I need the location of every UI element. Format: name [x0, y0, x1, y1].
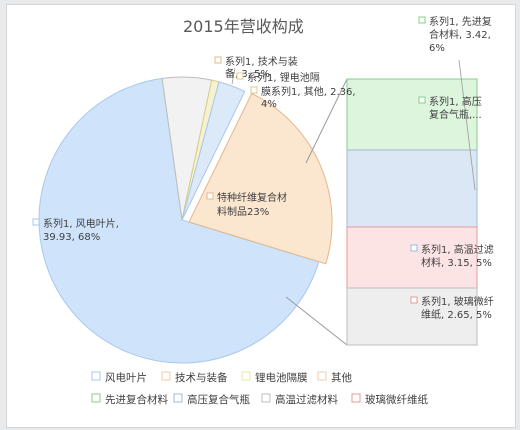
- legend-swatch-0-1: [161, 371, 171, 381]
- label-marker-l-blade: [32, 218, 40, 226]
- bar-segment-0: [346, 78, 478, 151]
- data-label-l-adv: 合材料, 3.42,: [429, 28, 491, 41]
- legend-item: 锂电池隔膜: [255, 371, 308, 384]
- legend-item: 玻璃微纤维纸: [365, 393, 428, 406]
- legend-swatch-1-2: [261, 393, 271, 403]
- pie-slice-0: [38, 77, 320, 364]
- data-label-l-tech: 备, 3, 5%: [225, 67, 270, 80]
- legend-swatch-1-0: [91, 393, 101, 403]
- legend-swatch-1-1: [173, 393, 183, 403]
- data-label-l-gas: 复合气瓶,...: [429, 108, 482, 121]
- pie-slice-4: [188, 92, 333, 265]
- legend-item: 先进复合材料: [105, 393, 168, 406]
- label-marker-l-filter: [410, 244, 418, 252]
- label-marker-l-other: [250, 86, 258, 94]
- data-label-l-special: 特种纤维复合材: [217, 191, 287, 204]
- data-label-l-gas: 系列1, 高压: [429, 95, 482, 108]
- data-label-l-other: 4%: [261, 99, 277, 110]
- legend-swatch-0-0: [91, 371, 101, 381]
- data-label-l-other: 膜系列1, 其他, 2.36,: [261, 85, 356, 98]
- data-label-l-adv: 6%: [429, 43, 445, 54]
- chart-container: 2015年营收构成系列1, 风电叶片, 39.93, 68% 特种纤维复合材 料制品2…: [6, 4, 516, 428]
- pie-slice-3: [181, 81, 246, 221]
- data-label-l-glass: 系列1, 玻璃微纤: [421, 295, 494, 308]
- label-marker-l-adv: [418, 16, 426, 24]
- legend-item: 高温过滤材料: [275, 393, 338, 406]
- label-marker-l-glass: [410, 296, 418, 304]
- legend-item: 技术与装备: [175, 371, 228, 384]
- connector-bottom: [285, 296, 348, 346]
- legend-swatch-1-3: [351, 393, 361, 403]
- legend-swatch-0-2: [241, 371, 251, 381]
- legend-item: 风电叶片: [105, 371, 147, 384]
- data-label-l-filter: 系列1, 高温过滤: [421, 243, 494, 256]
- chart-title: 2015年营收构成: [183, 17, 304, 36]
- data-label-l-tech: 系列1, 技术与装: [225, 55, 298, 68]
- legend-item: 其他: [331, 371, 352, 384]
- data-label-l-blade: 39.93, 68%: [43, 232, 100, 243]
- data-label-l-glass: 维纸, 2.65, 5%: [421, 308, 492, 321]
- label-marker-l-lithium: [236, 72, 244, 80]
- leader-tech: [231, 67, 236, 85]
- data-label-l-special: 料制品23%: [217, 205, 269, 218]
- label-marker-l-special: [206, 192, 214, 200]
- connector-top: [305, 78, 348, 164]
- legend-item: 高压复合气瓶: [187, 393, 250, 406]
- leader-adv: [458, 59, 476, 191]
- label-marker-l-tech: [214, 56, 222, 64]
- label-marker-l-gas: [418, 96, 426, 104]
- data-label-l-lithium: 系列1, 锂电池隔: [247, 71, 320, 84]
- data-label-l-filter: 材料, 3.15, 5%: [421, 256, 492, 269]
- data-label-l-adv: 系列1, 先进复: [429, 15, 492, 28]
- legend-swatch-0-3: [317, 371, 327, 381]
- bar-segment-1: [346, 149, 478, 228]
- data-label-l-blade: 系列1, 风电叶片,: [43, 217, 119, 230]
